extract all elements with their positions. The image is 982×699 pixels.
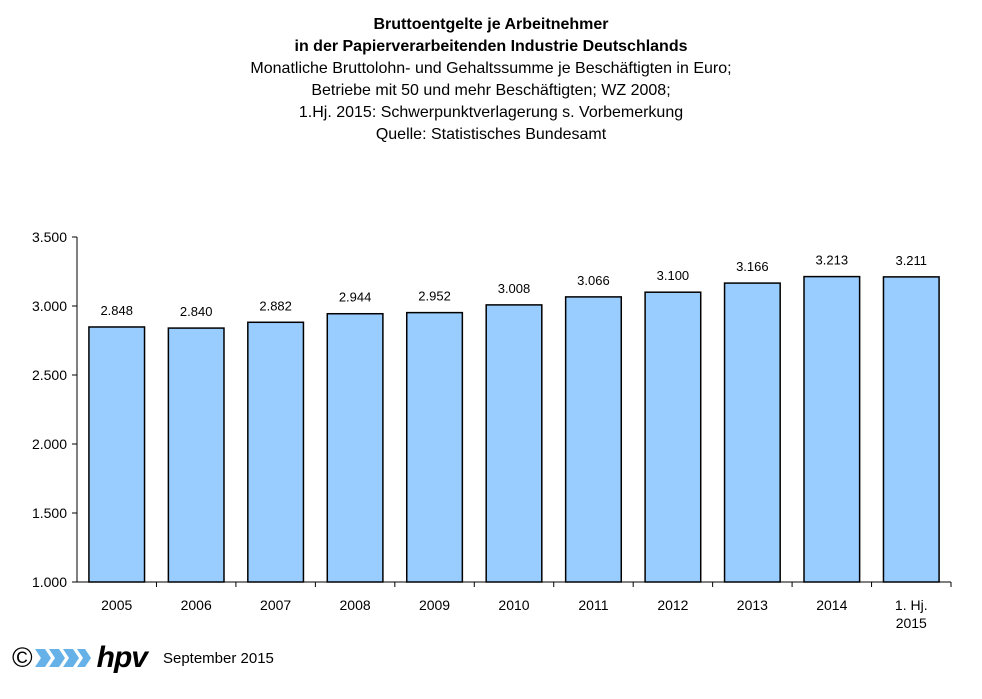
bar — [803, 275, 861, 583]
chart-title: Bruttoentgelte je Arbeitnehmer — [373, 16, 609, 33]
x-tick-label: 2011 — [578, 597, 608, 613]
x-tick-label: 2006 — [181, 597, 212, 613]
bar — [564, 296, 623, 583]
bar — [485, 304, 543, 583]
x-tick-label: 2013 — [737, 597, 768, 613]
bar — [88, 326, 146, 583]
bar — [167, 327, 225, 583]
bar — [882, 276, 940, 583]
data-label: 3.211 — [895, 253, 927, 268]
x-tick-label-line: 2009 — [419, 597, 450, 613]
bar — [326, 312, 384, 583]
y-tick-label: 2.000 — [32, 436, 67, 452]
data-label: 3.100 — [657, 268, 690, 283]
data-label: 2.848 — [100, 303, 133, 318]
x-tick-label-line: 2014 — [816, 597, 847, 613]
chart-subtitle-line3: 1.Hj. 2015: Schwerpunktverlagerung s. Vo… — [298, 104, 684, 121]
x-tick-label-line: 2015 — [896, 615, 927, 631]
bar — [247, 321, 305, 583]
data-label: 2.840 — [180, 304, 213, 319]
footer-date: September 2015 — [162, 649, 274, 667]
x-tick-label: 2007 — [260, 597, 291, 613]
copyright-symbol: © — [12, 642, 33, 673]
x-tick-label: 1. Hj. 2015 — [895, 597, 928, 631]
x-tick-label: 2005 — [101, 597, 132, 613]
x-tick-label: 2009 — [419, 597, 450, 613]
x-tick-label: 2008 — [340, 597, 371, 613]
chart-subtitle-line2: Betriebe mit 50 und mehr Beschäftigten; … — [311, 82, 671, 99]
bar — [644, 291, 702, 583]
x-tick-label-line: 2006 — [181, 597, 212, 613]
data-label: 2.882 — [259, 298, 292, 313]
chart-subtitle-line1: Monatliche Bruttolohn- und Gehaltssumme … — [250, 60, 732, 77]
data-label: 3.166 — [736, 259, 769, 274]
chart-title-block: Bruttoentgelte je Arbeitnehmer in der Pa… — [0, 14, 982, 146]
y-tick-label: 3.000 — [32, 298, 67, 314]
y-tick-label: 3.500 — [32, 229, 67, 245]
x-tick-label-line: 2012 — [657, 597, 688, 613]
bar — [723, 282, 781, 583]
x-tick-label: 2012 — [657, 597, 688, 613]
hpv-logo: hpv — [96, 641, 148, 674]
footer: © hpv September 2015 — [12, 636, 274, 680]
x-tick-label: 2010 — [498, 597, 529, 613]
bar — [405, 311, 464, 583]
x-tick-label-line: 2005 — [101, 597, 132, 613]
hpv-logo-arrows-icon — [34, 643, 93, 673]
chart-title-line2: in der Papierverarbeitenden Industrie De… — [294, 38, 688, 55]
data-label: 3.213 — [816, 253, 849, 268]
x-tick-label: 2014 — [816, 597, 847, 613]
data-label: 3.066 — [577, 273, 610, 288]
x-tick-label-line: 2010 — [498, 597, 529, 613]
x-tick-label-line: 2011 — [578, 597, 608, 613]
chart-source: Quelle: Statistisches Bundesamt — [375, 126, 607, 143]
y-tick-label: 1.000 — [32, 574, 67, 590]
data-label: 2.944 — [339, 290, 372, 305]
x-tick-label-line: 1. Hj. — [895, 597, 928, 613]
x-tick-label-line: 2013 — [737, 597, 768, 613]
x-tick-label-line: 2008 — [340, 597, 371, 613]
data-label: 3.008 — [498, 281, 531, 296]
y-tick-label: 2.500 — [32, 367, 67, 383]
y-tick-label: 1.500 — [32, 505, 67, 521]
x-tick-label-line: 2007 — [260, 597, 291, 613]
data-label: 2.952 — [418, 289, 451, 304]
